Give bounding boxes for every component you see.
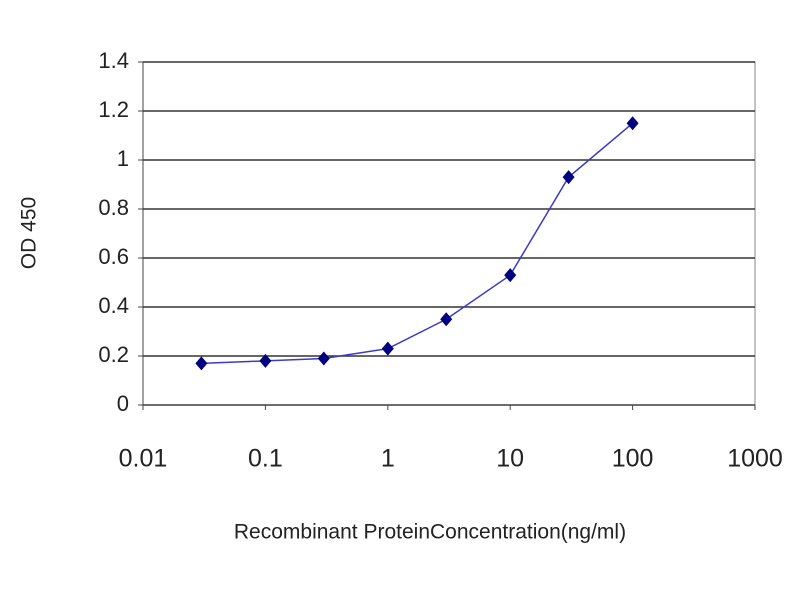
y-tick-label: 0.6 bbox=[98, 244, 129, 269]
x-tick-label: 100 bbox=[612, 445, 654, 473]
x-axis-title: Recombinant ProteinConcentration(ng/ml) bbox=[234, 521, 626, 544]
y-tick-label: 0 bbox=[117, 391, 129, 416]
y-tick-label: 0.8 bbox=[98, 195, 129, 220]
x-tick-label: 0.01 bbox=[119, 445, 168, 473]
y-tick-label: 1.4 bbox=[98, 48, 129, 73]
y-tick-label: 0.2 bbox=[98, 342, 129, 367]
x-tick-label: 1000 bbox=[727, 445, 783, 473]
x-tick-label: 0.1 bbox=[248, 445, 283, 473]
data-point bbox=[317, 351, 330, 366]
plot-area bbox=[142, 61, 756, 406]
data-point bbox=[562, 170, 575, 185]
x-tick-label: 10 bbox=[496, 445, 524, 473]
y-axis-title: OD 450 bbox=[18, 197, 41, 269]
x-tick-label: 1 bbox=[381, 445, 395, 473]
y-tick-label: 1 bbox=[117, 146, 129, 171]
data-point bbox=[195, 356, 208, 371]
data-point bbox=[504, 268, 517, 283]
y-tick-label: 1.2 bbox=[98, 97, 129, 122]
y-tick-label: 0.4 bbox=[98, 293, 129, 318]
series-line bbox=[201, 122, 634, 365]
data-point bbox=[440, 312, 453, 327]
data-point bbox=[626, 116, 639, 131]
data-point bbox=[381, 341, 394, 356]
data-point bbox=[259, 353, 272, 368]
